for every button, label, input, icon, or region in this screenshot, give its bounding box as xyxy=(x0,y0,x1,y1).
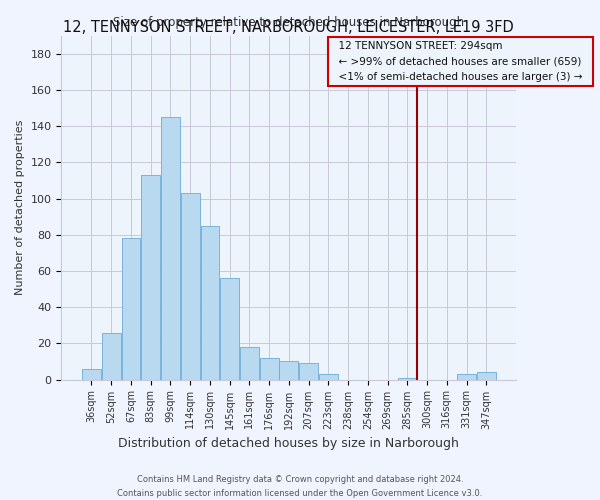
Title: 12, TENNYSON STREET, NARBOROUGH, LEICESTER, LE19 3FD: 12, TENNYSON STREET, NARBOROUGH, LEICEST… xyxy=(64,20,514,34)
Text: Contains HM Land Registry data © Crown copyright and database right 2024.
Contai: Contains HM Land Registry data © Crown c… xyxy=(118,476,482,498)
Bar xyxy=(142,175,160,380)
Bar xyxy=(200,226,219,380)
Bar xyxy=(161,117,180,380)
Text: Size of property relative to detached houses in Narborough: Size of property relative to detached ho… xyxy=(113,16,464,29)
Bar xyxy=(457,374,476,380)
Bar xyxy=(220,278,239,380)
Text: 12 TENNYSON STREET: 294sqm  
  ← >99% of detached houses are smaller (659)  
  <: 12 TENNYSON STREET: 294sqm ← >99% of det… xyxy=(332,41,589,82)
Bar xyxy=(181,193,200,380)
Bar xyxy=(122,238,140,380)
Bar xyxy=(299,364,318,380)
Bar xyxy=(260,358,278,380)
Bar xyxy=(102,332,121,380)
Bar xyxy=(82,368,101,380)
Bar xyxy=(240,347,259,380)
Bar xyxy=(280,362,298,380)
Bar xyxy=(398,378,416,380)
X-axis label: Distribution of detached houses by size in Narborough: Distribution of detached houses by size … xyxy=(118,437,460,450)
Bar xyxy=(319,374,338,380)
Bar xyxy=(477,372,496,380)
Y-axis label: Number of detached properties: Number of detached properties xyxy=(15,120,25,296)
